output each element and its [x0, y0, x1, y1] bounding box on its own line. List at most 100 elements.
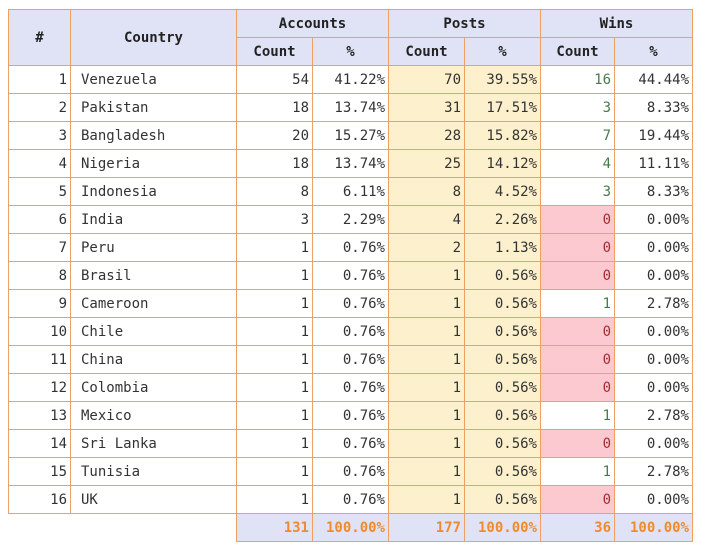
- total-accounts-count: 131: [236, 513, 313, 542]
- wins-pct-cell: 8.33%: [614, 93, 693, 122]
- totals-spacer: [8, 513, 237, 542]
- posts-group-header: Posts: [388, 9, 541, 38]
- wins-pct-cell: 0.00%: [614, 373, 693, 402]
- country-cell: Venezuela: [70, 65, 237, 94]
- wins-count-cell: 16: [540, 65, 615, 94]
- accounts-pct-cell: 13.74%: [312, 149, 389, 178]
- rank-cell: 16: [8, 485, 71, 514]
- rank-cell: 12: [8, 373, 71, 402]
- accounts-count-cell: 1: [236, 345, 313, 374]
- table-row: 12 Colombia 1 0.76% 1 0.56% 0 0.00%: [8, 373, 693, 402]
- country-cell: UK: [70, 485, 237, 514]
- table-row: 16 UK 1 0.76% 1 0.56% 0 0.00%: [8, 485, 693, 514]
- posts-pct-cell: 0.56%: [464, 289, 541, 318]
- country-stats-table: # Country Accounts Posts Wins Count % Co…: [8, 9, 693, 542]
- accounts-count-cell: 1: [236, 261, 313, 290]
- posts-count-cell: 1: [388, 401, 465, 430]
- total-posts-pct: 100.00%: [464, 513, 541, 542]
- wins-count-cell: 3: [540, 177, 615, 206]
- wins-count-cell: 0: [540, 345, 615, 374]
- accounts-pct-cell: 0.76%: [312, 261, 389, 290]
- country-cell: Mexico: [70, 401, 237, 430]
- total-wins-count: 36: [540, 513, 615, 542]
- accounts-pct-header: %: [312, 37, 389, 66]
- wins-pct-cell: 0.00%: [614, 261, 693, 290]
- accounts-pct-cell: 0.76%: [312, 345, 389, 374]
- posts-pct-cell: 2.26%: [464, 205, 541, 234]
- wins-group-header: Wins: [540, 9, 693, 38]
- wins-count-cell: 7: [540, 121, 615, 150]
- wins-count-cell: 0: [540, 317, 615, 346]
- posts-pct-cell: 0.56%: [464, 429, 541, 458]
- table-row: 8 Brasil 1 0.76% 1 0.56% 0 0.00%: [8, 261, 693, 290]
- wins-count-cell: 1: [540, 457, 615, 486]
- posts-count-cell: 1: [388, 289, 465, 318]
- country-cell: Indonesia: [70, 177, 237, 206]
- rank-cell: 13: [8, 401, 71, 430]
- wins-pct-cell: 0.00%: [614, 345, 693, 374]
- accounts-pct-cell: 0.76%: [312, 373, 389, 402]
- accounts-pct-cell: 15.27%: [312, 121, 389, 150]
- wins-pct-cell: 44.44%: [614, 65, 693, 94]
- wins-pct-cell: 0.00%: [614, 205, 693, 234]
- posts-count-cell: 8: [388, 177, 465, 206]
- rank-cell: 2: [8, 93, 71, 122]
- posts-count-cell: 25: [388, 149, 465, 178]
- accounts-group-header: Accounts: [236, 9, 389, 38]
- country-cell: Chile: [70, 317, 237, 346]
- country-header: Country: [70, 9, 237, 66]
- posts-count-cell: 2: [388, 233, 465, 262]
- posts-pct-cell: 0.56%: [464, 345, 541, 374]
- wins-pct-cell: 2.78%: [614, 457, 693, 486]
- table-row: 4 Nigeria 18 13.74% 25 14.12% 4 11.11%: [8, 149, 693, 178]
- posts-pct-cell: 0.56%: [464, 401, 541, 430]
- posts-count-cell: 1: [388, 485, 465, 514]
- wins-pct-cell: 0.00%: [614, 429, 693, 458]
- accounts-pct-cell: 0.76%: [312, 457, 389, 486]
- rank-cell: 5: [8, 177, 71, 206]
- accounts-count-cell: 18: [236, 149, 313, 178]
- accounts-count-cell: 3: [236, 205, 313, 234]
- posts-pct-cell: 14.12%: [464, 149, 541, 178]
- accounts-count-cell: 1: [236, 233, 313, 262]
- accounts-count-cell: 20: [236, 121, 313, 150]
- accounts-pct-cell: 0.76%: [312, 289, 389, 318]
- posts-pct-cell: 4.52%: [464, 177, 541, 206]
- wins-count-cell: 0: [540, 373, 615, 402]
- posts-pct-cell: 39.55%: [464, 65, 541, 94]
- accounts-pct-cell: 6.11%: [312, 177, 389, 206]
- country-cell: Bangladesh: [70, 121, 237, 150]
- accounts-count-cell: 1: [236, 429, 313, 458]
- wins-pct-cell: 11.11%: [614, 149, 693, 178]
- posts-count-header: Count: [388, 37, 465, 66]
- table-header: # Country Accounts Posts Wins Count % Co…: [8, 9, 693, 66]
- country-cell: Nigeria: [70, 149, 237, 178]
- accounts-pct-cell: 0.76%: [312, 317, 389, 346]
- posts-pct-cell: 0.56%: [464, 373, 541, 402]
- rank-header: #: [8, 9, 71, 66]
- wins-count-cell: 0: [540, 429, 615, 458]
- country-cell: Tunisia: [70, 457, 237, 486]
- table-body: 1 Venezuela 54 41.22% 70 39.55% 16 44.44% 2 Pakis…: [8, 65, 693, 514]
- rank-cell: 1: [8, 65, 71, 94]
- table-row: 6 India 3 2.29% 4 2.26% 0 0.00%: [8, 205, 693, 234]
- posts-count-cell: 70: [388, 65, 465, 94]
- table-row: 13 Mexico 1 0.76% 1 0.56% 1 2.78%: [8, 401, 693, 430]
- rank-cell: 7: [8, 233, 71, 262]
- posts-count-cell: 4: [388, 205, 465, 234]
- wins-pct-cell: 0.00%: [614, 233, 693, 262]
- wins-count-cell: 0: [540, 205, 615, 234]
- accounts-count-cell: 1: [236, 457, 313, 486]
- posts-count-cell: 1: [388, 457, 465, 486]
- wins-pct-cell: 19.44%: [614, 121, 693, 150]
- table-row: 9 Cameroon 1 0.76% 1 0.56% 1 2.78%: [8, 289, 693, 318]
- table-row: 5 Indonesia 8 6.11% 8 4.52% 3 8.33%: [8, 177, 693, 206]
- posts-pct-cell: 0.56%: [464, 261, 541, 290]
- posts-count-cell: 1: [388, 317, 465, 346]
- table-row: 10 Chile 1 0.76% 1 0.56% 0 0.00%: [8, 317, 693, 346]
- posts-count-cell: 1: [388, 345, 465, 374]
- table-row: 1 Venezuela 54 41.22% 70 39.55% 16 44.44%: [8, 65, 693, 94]
- posts-pct-cell: 0.56%: [464, 485, 541, 514]
- country-cell: Colombia: [70, 373, 237, 402]
- posts-pct-header: %: [464, 37, 541, 66]
